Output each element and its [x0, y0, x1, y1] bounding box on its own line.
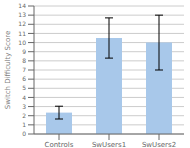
svg-text:8: 8 — [22, 57, 26, 64]
svg-text:14: 14 — [18, 2, 26, 9]
svg-text:3: 3 — [22, 103, 26, 110]
svg-text:Switch Difficulty Score: Switch Difficulty Score — [8, 31, 12, 109]
svg-text:1: 1 — [22, 121, 26, 128]
svg-text:2: 2 — [22, 112, 26, 119]
svg-text:SwUsers2: SwUsers2 — [142, 141, 176, 148]
svg-text:7: 7 — [22, 66, 26, 73]
svg-text:5: 5 — [22, 84, 26, 91]
svg-text:9: 9 — [22, 48, 26, 55]
svg-text:SwUsers1: SwUsers1 — [92, 141, 126, 148]
svg-text:12: 12 — [18, 20, 26, 27]
svg-text:10: 10 — [18, 39, 26, 46]
svg-text:6: 6 — [22, 75, 26, 82]
svg-text:11: 11 — [18, 30, 26, 37]
svg-text:Controls: Controls — [45, 141, 74, 148]
svg-text:0: 0 — [22, 130, 26, 137]
svg-text:4: 4 — [22, 94, 26, 101]
svg-text:13: 13 — [18, 11, 26, 18]
